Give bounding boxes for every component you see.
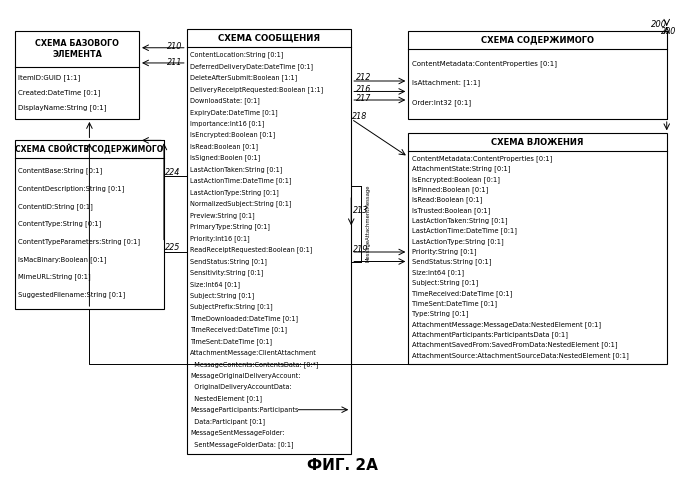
Text: Priority:Int16 [0:1]: Priority:Int16 [0:1] bbox=[190, 235, 250, 242]
Text: ФИГ. 2А: ФИГ. 2А bbox=[307, 458, 378, 473]
Text: OriginalDeliveryAccountData:: OriginalDeliveryAccountData: bbox=[190, 384, 292, 390]
Text: SendStatus:String [0:1]: SendStatus:String [0:1] bbox=[412, 258, 491, 266]
Text: IsEncrypted:Boolean [0:1]: IsEncrypted:Boolean [0:1] bbox=[412, 176, 499, 182]
Text: AttachmentMessage:MessageData:NestedElement [0:1]: AttachmentMessage:MessageData:NestedElem… bbox=[412, 321, 601, 328]
Text: NestedElement [0:1]: NestedElement [0:1] bbox=[190, 396, 262, 402]
Text: 219: 219 bbox=[353, 245, 369, 254]
Text: MessageOriginalDeliveryAccount:: MessageOriginalDeliveryAccount: bbox=[190, 373, 301, 379]
Text: IsSigned:Boolen [0:1]: IsSigned:Boolen [0:1] bbox=[190, 154, 260, 162]
Text: Created:DateTime [0:1]: Created:DateTime [0:1] bbox=[18, 89, 101, 96]
Text: 200: 200 bbox=[651, 20, 667, 30]
Text: Order:Int32 [0:1]: Order:Int32 [0:1] bbox=[412, 100, 471, 106]
Text: Size:Int64 [0:1]: Size:Int64 [0:1] bbox=[412, 269, 464, 276]
Text: ContentBase:String [0:1]: ContentBase:String [0:1] bbox=[18, 168, 103, 174]
Text: ItemID:GUID [1:1]: ItemID:GUID [1:1] bbox=[18, 74, 81, 81]
Text: IsEncrypted:Boolean [0:1]: IsEncrypted:Boolean [0:1] bbox=[190, 132, 275, 138]
Text: ReadReceiptRequested:Boolean [0:1]: ReadReceiptRequested:Boolean [0:1] bbox=[190, 246, 312, 253]
Bar bbox=[15, 140, 164, 309]
Text: IsMacBinary:Boolean [0:1]: IsMacBinary:Boolean [0:1] bbox=[18, 256, 107, 263]
Text: TimeSent:DateTime [0:1]: TimeSent:DateTime [0:1] bbox=[412, 300, 497, 307]
Text: MessageSentMessageFolder:: MessageSentMessageFolder: bbox=[190, 430, 285, 436]
Text: SuggestedFilename:String [0:1]: SuggestedFilename:String [0:1] bbox=[18, 292, 125, 298]
Text: ContentType:String [0:1]: ContentType:String [0:1] bbox=[18, 220, 101, 228]
Text: LastActionTime:DateTime [0:1]: LastActionTime:DateTime [0:1] bbox=[190, 178, 292, 184]
Text: 225: 225 bbox=[165, 243, 181, 252]
Text: MessageContents:ContentsData: [0:*]: MessageContents:ContentsData: [0:*] bbox=[190, 361, 319, 368]
Text: LastActionType:String [0:1]: LastActionType:String [0:1] bbox=[412, 238, 503, 245]
Text: Importance:Int16 [0:1]: Importance:Int16 [0:1] bbox=[190, 120, 264, 127]
Text: Type:String [0:1]: Type:String [0:1] bbox=[412, 310, 468, 318]
Text: MessageAttachmentMessage: MessageAttachmentMessage bbox=[366, 184, 371, 262]
Text: AttachmentSavedFrom:SavedFromData:NestedElement [0:1]: AttachmentSavedFrom:SavedFromData:Nested… bbox=[412, 342, 617, 348]
Text: TimeDownloaded:DateTime [0:1]: TimeDownloaded:DateTime [0:1] bbox=[190, 315, 298, 322]
Text: TimeSent:DateTime [0:1]: TimeSent:DateTime [0:1] bbox=[190, 338, 272, 345]
Bar bbox=[187, 28, 351, 454]
Text: DisplayName:String [0:1]: DisplayName:String [0:1] bbox=[18, 104, 107, 110]
Text: DeliveryReceiptRequested:Boolean [1:1]: DeliveryReceiptRequested:Boolean [1:1] bbox=[190, 86, 323, 92]
Text: 218: 218 bbox=[352, 112, 367, 120]
Text: Size:Int64 [0:1]: Size:Int64 [0:1] bbox=[190, 281, 240, 287]
Text: DeferredDeliveryDate:DateTime [0:1]: DeferredDeliveryDate:DateTime [0:1] bbox=[190, 63, 313, 70]
Text: ContentID:String [0:1]: ContentID:String [0:1] bbox=[18, 203, 93, 209]
Text: ContentMetadata:ContentProperties [0:1]: ContentMetadata:ContentProperties [0:1] bbox=[412, 155, 552, 162]
Text: IsTrusted:Boolean [0:1]: IsTrusted:Boolean [0:1] bbox=[412, 207, 490, 214]
Text: Subject:String [0:1]: Subject:String [0:1] bbox=[412, 280, 478, 286]
Text: MessageParticipants:Participants: MessageParticipants:Participants bbox=[190, 408, 299, 414]
Text: 224: 224 bbox=[165, 168, 181, 177]
Text: Subject:String [0:1]: Subject:String [0:1] bbox=[190, 292, 254, 299]
Text: DeleteAfterSubmit:Boolean [1:1]: DeleteAfterSubmit:Boolean [1:1] bbox=[190, 74, 297, 81]
Text: 217: 217 bbox=[356, 94, 371, 103]
Text: СХЕМА БАЗОВОГО
ЭЛЕМЕНТА: СХЕМА БАЗОВОГО ЭЛЕМЕНТА bbox=[35, 40, 119, 59]
Text: TimeReceived:DateTime [0:1]: TimeReceived:DateTime [0:1] bbox=[190, 326, 287, 334]
Text: Sensitivity:String [0:1]: Sensitivity:String [0:1] bbox=[190, 270, 263, 276]
Text: IsAttachment: [1:1]: IsAttachment: [1:1] bbox=[412, 80, 480, 86]
Text: 210: 210 bbox=[166, 42, 182, 51]
Text: PrimaryType:String [0:1]: PrimaryType:String [0:1] bbox=[190, 224, 270, 230]
Text: LastActionTaken:String [0:1]: LastActionTaken:String [0:1] bbox=[190, 166, 282, 173]
Text: AttachmentSource:AttachmentSourceData:NestedElement [0:1]: AttachmentSource:AttachmentSourceData:Ne… bbox=[412, 352, 629, 358]
Text: AttachmentMessage:ClientAttachment: AttachmentMessage:ClientAttachment bbox=[190, 350, 317, 356]
Text: 212: 212 bbox=[356, 73, 371, 82]
Text: 216: 216 bbox=[356, 85, 371, 94]
Text: СХЕМА ВЛОЖЕНИЯ: СХЕМА ВЛОЖЕНИЯ bbox=[491, 138, 584, 147]
Text: 211: 211 bbox=[166, 58, 182, 68]
Text: MimeURL:String [0:1]: MimeURL:String [0:1] bbox=[18, 274, 91, 280]
Text: IsPinned:Boolean [0:1]: IsPinned:Boolean [0:1] bbox=[412, 186, 488, 193]
Text: SendStatus:String [0:1]: SendStatus:String [0:1] bbox=[190, 258, 267, 264]
Text: IsRead:Boolean [0:1]: IsRead:Boolean [0:1] bbox=[412, 196, 482, 203]
Text: SentMessageFolderData: [0:1]: SentMessageFolderData: [0:1] bbox=[190, 442, 294, 448]
Text: ContentTypeParameters:String [0:1]: ContentTypeParameters:String [0:1] bbox=[18, 238, 140, 245]
Text: ContentLocation:String [0:1]: ContentLocation:String [0:1] bbox=[190, 52, 284, 58]
Text: ContentDescription:String [0:1]: ContentDescription:String [0:1] bbox=[18, 185, 125, 192]
Text: IsRead:Boolean [0:1]: IsRead:Boolean [0:1] bbox=[190, 143, 258, 150]
Text: SubjectPrefix:String [0:1]: SubjectPrefix:String [0:1] bbox=[190, 304, 273, 310]
Text: Priority:String [0:1]: Priority:String [0:1] bbox=[412, 248, 476, 255]
Text: LastActionTaken:String [0:1]: LastActionTaken:String [0:1] bbox=[412, 218, 508, 224]
Text: СХЕМА СООБЩЕНИЯ: СХЕМА СООБЩЕНИЯ bbox=[218, 34, 320, 42]
Text: AttachmentState:String [0:1]: AttachmentState:String [0:1] bbox=[412, 166, 510, 172]
Bar bbox=[15, 31, 139, 119]
Text: ContentMetadata:ContentProperties [0:1]: ContentMetadata:ContentProperties [0:1] bbox=[412, 60, 557, 66]
Text: DownloadState: [0:1]: DownloadState: [0:1] bbox=[190, 98, 260, 104]
Bar bbox=[408, 133, 667, 364]
Text: 213: 213 bbox=[353, 206, 369, 214]
Text: ExpiryDate:DateTime [0:1]: ExpiryDate:DateTime [0:1] bbox=[190, 109, 277, 116]
Text: LastActionTime:DateTime [0:1]: LastActionTime:DateTime [0:1] bbox=[412, 228, 516, 234]
Text: Preview:String [0:1]: Preview:String [0:1] bbox=[190, 212, 255, 218]
Bar bbox=[408, 31, 667, 119]
Text: AttachmentParticipants:ParticipantsData [0:1]: AttachmentParticipants:ParticipantsData … bbox=[412, 331, 568, 338]
Text: Data:Participant [0:1]: Data:Participant [0:1] bbox=[190, 418, 265, 425]
Text: NormalizedSubject:String [0:1]: NormalizedSubject:String [0:1] bbox=[190, 200, 292, 207]
Text: СХЕМА СОДЕРЖИМОГО: СХЕМА СОДЕРЖИМОГО bbox=[481, 36, 594, 44]
Text: СХЕМА СВОЙСТВ СОДЕРЖИМОГО: СХЕМА СВОЙСТВ СОДЕРЖИМОГО bbox=[15, 144, 164, 154]
Text: LastActionType:String [0:1]: LastActionType:String [0:1] bbox=[190, 189, 279, 196]
Text: 200: 200 bbox=[661, 26, 677, 36]
Text: TimeReceived:DateTime [0:1]: TimeReceived:DateTime [0:1] bbox=[412, 290, 512, 296]
